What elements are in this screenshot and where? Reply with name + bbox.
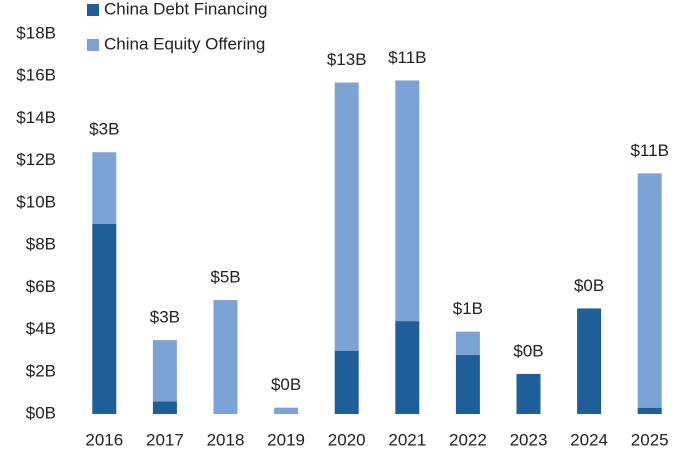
y-tick-label: $10B — [16, 192, 56, 211]
legend-label: China Debt Financing — [104, 0, 267, 18]
y-tick-label: $14B — [16, 108, 56, 127]
data-label: $1B — [453, 299, 483, 318]
data-label: $0B — [574, 276, 604, 295]
data-label: $0B — [513, 341, 543, 360]
y-tick-label: $2B — [26, 361, 56, 380]
x-tick-label: 2025 — [631, 430, 669, 449]
bar-segment — [516, 373, 541, 414]
x-tick-label: 2017 — [146, 430, 184, 449]
x-tick-label: 2018 — [207, 430, 245, 449]
x-tick-label: 2016 — [85, 430, 123, 449]
x-tick-label: 2020 — [328, 430, 366, 449]
data-label: $0B — [271, 375, 301, 394]
bar-segment — [395, 321, 420, 414]
data-label: $5B — [210, 267, 240, 286]
data-label: $13B — [327, 50, 367, 69]
legend-swatch — [87, 4, 99, 16]
legend-swatch — [87, 39, 99, 51]
x-tick-label: 2023 — [510, 430, 548, 449]
bar-segment — [334, 82, 359, 351]
bar-segment — [152, 401, 177, 414]
legend-label: China Equity Offering — [104, 34, 265, 53]
bar-segment — [213, 300, 238, 414]
data-label: $3B — [150, 308, 180, 327]
bar-segment — [334, 350, 359, 414]
bar-segment — [637, 407, 662, 414]
data-label: $3B — [89, 120, 119, 139]
bar-segment — [92, 224, 117, 414]
data-label: $11B — [630, 141, 668, 160]
y-tick-label: $6B — [26, 277, 56, 296]
bar-segment — [395, 80, 420, 322]
x-tick-label: 2021 — [388, 430, 426, 449]
y-tick-label: $12B — [16, 150, 56, 169]
bar-segment — [455, 331, 480, 355]
y-tick-label: $16B — [16, 66, 56, 85]
bar-segment — [92, 152, 117, 224]
x-tick-label: 2022 — [449, 430, 487, 449]
bar-segment — [274, 407, 299, 414]
bar-segment — [637, 173, 662, 408]
y-tick-label: $4B — [26, 319, 56, 338]
data-label: $11B — [388, 48, 426, 67]
y-tick-label: $18B — [16, 23, 56, 42]
x-tick-label: 2024 — [570, 430, 608, 449]
x-tick-label: 2019 — [267, 430, 305, 449]
bar-segment — [152, 340, 177, 402]
bar-segment — [455, 354, 480, 414]
y-tick-label: $8B — [26, 235, 56, 254]
bar-segment — [577, 308, 602, 414]
y-tick-label: $0B — [26, 403, 56, 422]
